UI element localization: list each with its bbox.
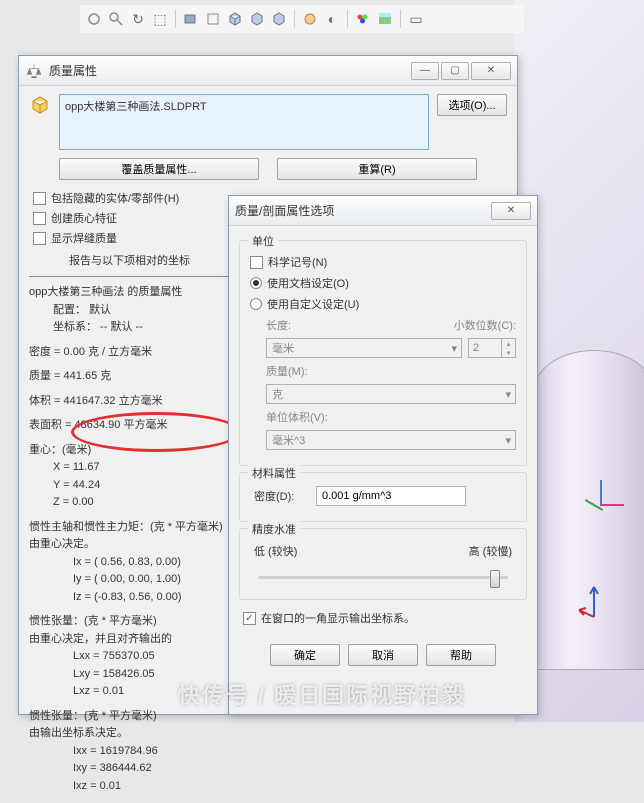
slider-high-label: 高 (较慢) [383,543,512,559]
recalculate-button[interactable]: 重算(R) [277,158,477,180]
moment-ixy: Ixy = 386444.62 [29,760,507,777]
annotation-circle [71,412,241,452]
units-group-title: 单位 [248,233,278,249]
material-group: 材料属性 密度(D): [239,472,527,522]
mass-label: 质量(M): [266,363,322,379]
tool-cube1-icon[interactable] [225,9,245,29]
decimals-label: 小数位数(C): [454,317,516,333]
scale-icon [25,62,43,80]
decimals-spinner[interactable]: 2▴▾ [468,338,516,358]
material-group-title: 材料属性 [248,465,300,481]
file-name-input[interactable]: opp大楼第三种画法.SLDPRT [59,94,429,150]
tool-section-icon[interactable] [181,9,201,29]
ok-button[interactable]: 确定 [270,644,340,666]
use-custom-radio[interactable] [250,298,262,310]
tool-fit-icon[interactable]: ⬚ [150,9,170,29]
main-titlebar: 质量属性 — ▢ ✕ [19,56,517,86]
create-centroid-label: 创建质心特征 [51,210,117,226]
density-label: 密度(D): [254,488,310,504]
use-doc-radio[interactable] [250,277,262,289]
unitvol-combo[interactable]: 毫米^3 [266,430,516,450]
tool-cube3-icon[interactable] [269,9,289,29]
axis-triad [576,480,626,530]
maximize-button[interactable]: ▢ [441,62,469,80]
length-label: 长度: [266,317,322,333]
moment2-sub: 由输出坐标系决定。 [29,725,507,742]
tool-pan-icon[interactable] [84,9,104,29]
moment-ixx: Ixx = 1619784.96 [29,743,507,760]
part-icon [29,94,51,116]
main-title: 质量属性 [49,62,411,79]
tool-appearance-icon[interactable] [353,9,373,29]
override-button[interactable]: 覆盖质量属性... [59,158,259,180]
tool-render-icon[interactable]: ▭ [406,9,426,29]
accuracy-group: 精度水准 低 (较快) 高 (较慢) [239,528,527,600]
accuracy-group-title: 精度水准 [248,521,300,537]
tool-rotate-icon[interactable]: ↻ [128,9,148,29]
show-weld-label: 显示焊缝质量 [51,230,117,246]
use-doc-label: 使用文档设定(O) [267,275,349,291]
slider-thumb[interactable] [490,570,500,588]
unitvol-label: 单位体积(V): [266,409,328,425]
help-button[interactable]: 帮助 [426,644,496,666]
options-button[interactable]: 选项(O)... [437,94,507,116]
show-weld-checkbox[interactable] [33,232,46,245]
options-dialog: 质量/剖面属性选项 ✕ 单位 科学记号(N) 使用文档设定(O) 使用自定义设定… [228,195,538,715]
tool-cube2-icon[interactable] [247,9,267,29]
include-hidden-label: 包括隐藏的实体/零部件(H) [51,190,179,206]
origin-arrow [574,582,614,622]
cancel-button[interactable]: 取消 [348,644,418,666]
close-button[interactable]: ✕ [471,62,511,80]
include-hidden-checkbox[interactable] [33,192,46,205]
scientific-checkbox[interactable] [250,256,263,269]
minimize-button[interactable]: — [411,62,439,80]
tool-view-icon[interactable] [203,9,223,29]
accuracy-slider[interactable] [258,565,508,589]
create-centroid-checkbox[interactable] [33,212,46,225]
dialog-title: 质量/剖面属性选项 [235,202,491,219]
show-coord-checkbox[interactable] [243,612,256,625]
tool-hide-icon[interactable]: ◐ [322,9,342,29]
top-toolbar: ↻ ⬚ ◐ ▭ [80,5,524,33]
tool-display-icon[interactable] [300,9,320,29]
tool-scene-icon[interactable] [375,9,395,29]
scientific-label: 科学记号(N) [268,254,327,270]
length-combo[interactable]: 毫米 [266,338,462,358]
units-group: 单位 科学记号(N) 使用文档设定(O) 使用自定义设定(U) 长度: 小数位数… [239,240,527,466]
moment-ixz: Ixz = 0.01 [29,778,507,795]
use-custom-label: 使用自定义设定(U) [267,296,359,312]
mass-combo[interactable]: 克 [266,384,516,404]
show-coord-label: 在窗口的一角显示输出坐标系。 [261,610,415,626]
tool-zoom-icon[interactable] [106,9,126,29]
density-input[interactable] [316,486,466,506]
watermark-text: 快传号 / 暖日国际视野柏毅 [0,678,644,710]
dialog-close-button[interactable]: ✕ [491,202,531,220]
slider-low-label: 低 (较快) [254,543,383,559]
dialog-titlebar: 质量/剖面属性选项 ✕ [229,196,537,226]
